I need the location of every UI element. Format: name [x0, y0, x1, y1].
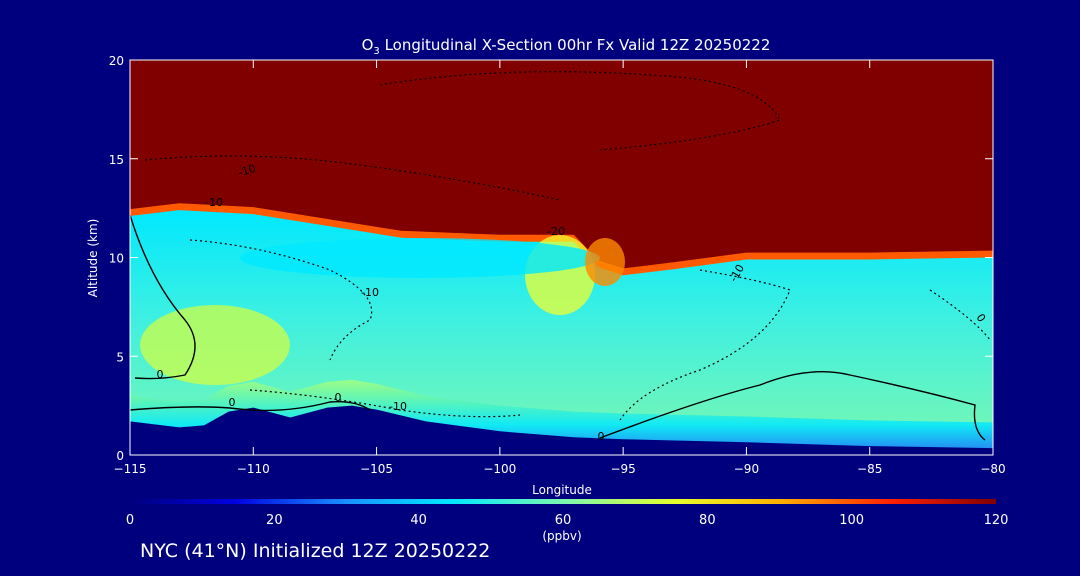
x-tick-label: −110: [237, 462, 270, 476]
colorbar: [130, 499, 996, 504]
contour-label: 0: [335, 391, 342, 404]
y-tick-label: 0: [116, 449, 124, 463]
contour-label: 0: [598, 430, 605, 443]
colorbar-tick-label: 100: [839, 513, 864, 528]
title-subscript: 3: [373, 46, 379, 57]
colorbar-tick-labels: 0 20 40 60 80 100 120: [126, 513, 1009, 528]
title-prefix: O: [362, 36, 374, 54]
x-axis-label: Longitude: [532, 483, 592, 497]
y-tick-label: 20: [109, 54, 124, 68]
chart-title: O3 Longitudinal X-Section 00hr Fx Valid …: [362, 36, 771, 57]
x-tick-label: −90: [734, 462, 759, 476]
contour-line-neg10-low: [249, 389, 521, 418]
y-tick-label: 15: [109, 153, 124, 167]
colorbar-tick-label: 80: [699, 513, 716, 528]
x-tick-label: −95: [610, 462, 635, 476]
contour-line-neg10-east: [619, 269, 791, 421]
contour-label: 0: [157, 368, 164, 381]
footer-caption: NYC (41°N) Initialized 12Z 20250222: [140, 540, 491, 562]
contour-line-neg10-west: [189, 239, 373, 361]
contour-line-neg10-far-east: [929, 289, 991, 341]
contour-line-zero-west: [130, 214, 196, 380]
contour-label: -20: [547, 225, 565, 238]
contour-line-zero-east: [599, 371, 986, 441]
colorbar-tick-label: 120: [984, 513, 1009, 528]
ozone-blob-yellow-west: [140, 305, 290, 385]
colorbar-tick-label: 0: [126, 513, 134, 528]
contour-line-neg20: [379, 71, 781, 151]
contour-lines: [130, 71, 991, 441]
x-axis: −115 −110 −105 −100 −95 −90 −85 −80: [114, 60, 1006, 476]
contour-label: -10: [205, 196, 223, 209]
x-tick-label: −100: [483, 462, 516, 476]
x-tick-label: −105: [360, 462, 393, 476]
colorbar-unit-label: (ppbv): [542, 529, 581, 543]
x-tick-label: −115: [114, 462, 147, 476]
x-tick-label: −85: [857, 462, 882, 476]
colorbar-tick-label: 60: [555, 513, 572, 528]
contour-label: -10: [361, 286, 379, 299]
contour-label: -10: [389, 400, 407, 413]
colorbar-tick-label: 40: [410, 513, 427, 528]
y-tick-label: 10: [109, 252, 124, 266]
y-axis-label: Altitude (km): [86, 219, 100, 298]
contour-line-neg10-upper: [144, 155, 561, 201]
y-tick-label: 5: [116, 350, 124, 364]
contour-label: -10: [236, 162, 257, 180]
ozone-blob-orange: [585, 238, 625, 286]
title-rest: Longitudinal X-Section 00hr Fx Valid 12Z…: [380, 36, 771, 54]
y-axis: 0 5 10 15 20: [109, 54, 993, 463]
contour-line-zero-terrain: [130, 400, 371, 412]
contour-label: 0: [229, 396, 236, 409]
x-tick-label: −80: [980, 462, 1005, 476]
terrain-mask: [130, 405, 993, 455]
colorbar-tick-label: 20: [266, 513, 283, 528]
ozone-blob-cyan-north: [240, 238, 600, 278]
